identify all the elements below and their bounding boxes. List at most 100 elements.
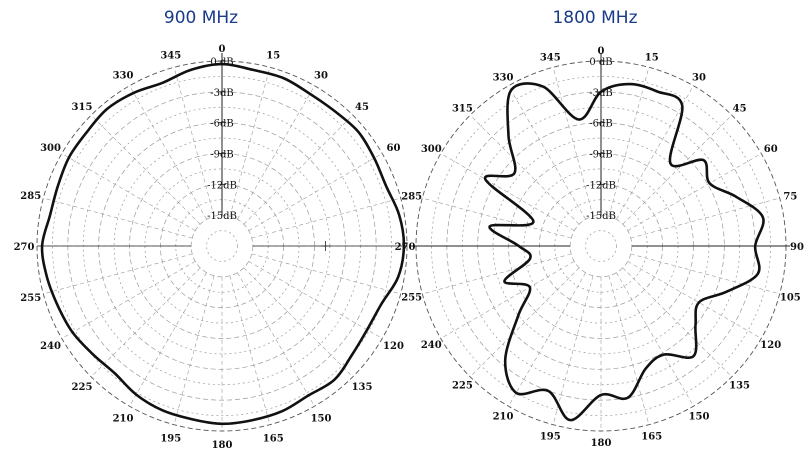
angle-label: 315 — [72, 102, 93, 113]
grid-spoke — [90, 267, 201, 378]
grid-spoke — [43, 197, 193, 239]
angle-label: 285 — [401, 191, 422, 202]
radial-label: 0 dB — [589, 57, 612, 68]
grid-spoke — [248, 261, 383, 339]
angle-label: 195 — [160, 433, 181, 444]
angle-label: 300 — [40, 143, 61, 154]
angle-label: 225 — [72, 382, 93, 393]
angle-label: 345 — [540, 53, 561, 64]
grid-ring — [190, 214, 254, 278]
grid-spoke — [422, 253, 572, 295]
grid-spoke — [608, 275, 650, 425]
angle-label: 150 — [689, 412, 710, 423]
angle-label: 120 — [760, 340, 781, 351]
grid-spoke — [248, 153, 383, 231]
grid-spoke — [616, 85, 694, 220]
angle-label: 150 — [311, 413, 332, 424]
angle-label: 30 — [314, 71, 328, 82]
grid-spoke — [129, 85, 207, 220]
angle-label: 0 — [598, 46, 605, 57]
grid-spoke — [630, 253, 780, 295]
grid-spoke — [173, 67, 215, 217]
angle-label: 135 — [729, 381, 750, 392]
angle-label: 180 — [591, 438, 612, 449]
angle-label: 345 — [160, 51, 181, 62]
angle-label: 210 — [493, 412, 514, 423]
angle-label: 45 — [733, 103, 747, 114]
angle-label: 60 — [387, 143, 401, 154]
radial-label: -12dB — [207, 180, 237, 191]
angle-label: 255 — [20, 293, 41, 304]
pattern-line — [40, 62, 406, 426]
radial-label: -15dB — [586, 211, 616, 222]
angle-label: 75 — [783, 191, 797, 202]
radial-label: -15dB — [207, 211, 237, 222]
grid-spoke — [422, 197, 572, 239]
angle-label: 180 — [212, 440, 233, 451]
angle-label: 165 — [641, 431, 662, 442]
angle-label: 30 — [692, 72, 706, 83]
angle-label: 45 — [355, 102, 369, 113]
angle-label: 285 — [20, 191, 41, 202]
angle-label: 315 — [452, 103, 473, 114]
grid-spoke — [508, 272, 586, 407]
grid-spoke — [43, 253, 193, 295]
angle-label: 225 — [452, 381, 473, 392]
grid-spoke — [237, 272, 315, 407]
angle-label: 330 — [113, 71, 134, 82]
angle-label: 240 — [421, 340, 442, 351]
grid-spoke — [508, 85, 586, 220]
grid-spoke — [616, 272, 694, 407]
grid-spoke — [90, 114, 201, 225]
grid-spoke — [552, 67, 594, 217]
radial-label: -12dB — [586, 180, 616, 191]
angle-label: 270 — [14, 242, 35, 253]
grid-spoke — [229, 67, 271, 217]
grid-spoke — [552, 275, 594, 425]
grid-spoke — [237, 85, 315, 220]
angle-label: 135 — [352, 382, 373, 393]
angle-label: 105 — [780, 293, 801, 304]
grid-spoke — [61, 261, 196, 339]
grid-spoke — [129, 272, 207, 407]
polar-chart-0: 0 15 30 45 60 120 135 150 165 180 195 210 225 240 255 2… — [14, 44, 408, 451]
chart-title-900: 900 MHz — [163, 8, 239, 28]
grid-spoke — [61, 153, 196, 231]
angle-label: 240 — [40, 341, 61, 352]
radial-label: 0 dB — [210, 57, 233, 68]
polar-chart-1: 0 15 30 45 60 75 90 105 120 135 150 165 180 195 210 225… — [395, 46, 804, 449]
angle-label: 195 — [540, 431, 561, 442]
angle-label: 60 — [764, 144, 778, 155]
grid-spoke — [440, 153, 575, 231]
angle-label: 255 — [401, 293, 422, 304]
grid-spoke — [251, 253, 401, 295]
grid-spoke — [440, 261, 575, 339]
grid-spoke — [630, 197, 780, 239]
angle-label: 15 — [645, 53, 659, 64]
angle-label: 330 — [493, 72, 514, 83]
grid-ring — [569, 214, 633, 278]
grid-spoke — [622, 114, 733, 225]
angle-label: 15 — [266, 51, 280, 62]
grid-spoke — [251, 197, 401, 239]
grid-spoke — [627, 261, 762, 339]
grid-spoke — [627, 153, 762, 231]
grid-spoke — [173, 275, 215, 425]
grid-spoke — [469, 114, 580, 225]
angle-label: 300 — [421, 144, 442, 155]
grid-spoke — [608, 67, 650, 217]
angle-label: 90 — [790, 242, 804, 253]
radial-label: -9dB — [210, 150, 234, 161]
chart-title-1800: 1800 MHz — [552, 8, 638, 28]
angle-label: 120 — [383, 341, 404, 352]
grid-spoke — [622, 267, 733, 378]
grid-ring — [206, 230, 238, 262]
angle-label: 0 — [219, 44, 226, 55]
grid-spoke — [243, 267, 354, 378]
grid-spoke — [229, 275, 271, 425]
radial-label: -6dB — [210, 119, 234, 130]
radial-label: -6dB — [589, 119, 613, 130]
angle-label: 210 — [113, 413, 134, 424]
grid-spoke — [243, 114, 354, 225]
